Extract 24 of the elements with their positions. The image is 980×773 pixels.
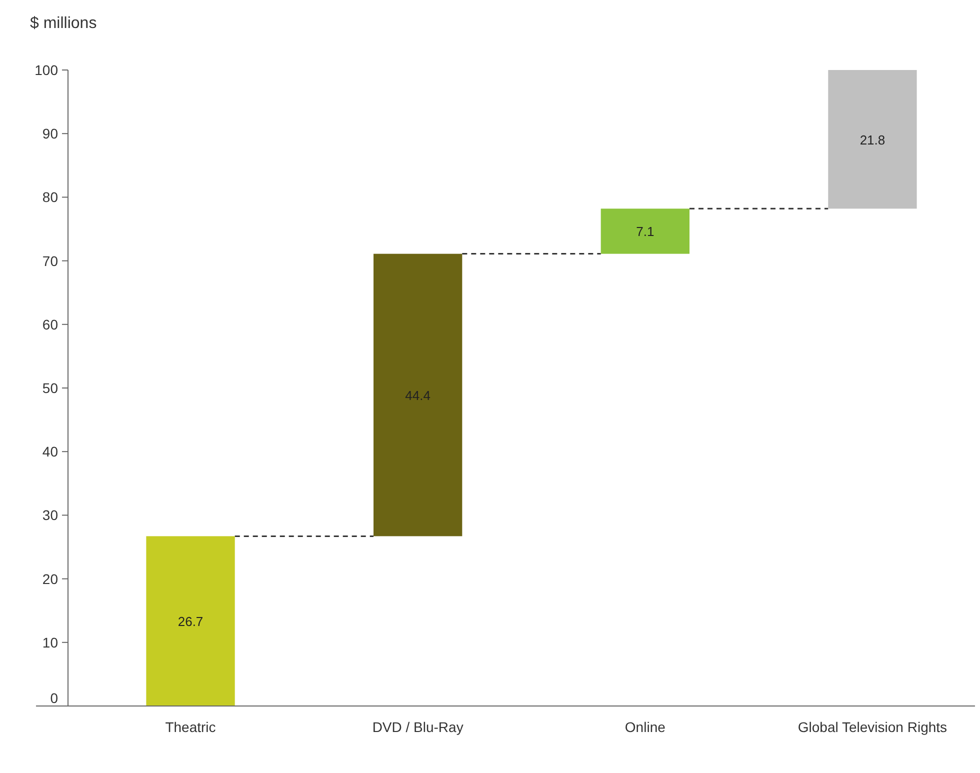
- data-label: 26.7: [178, 614, 204, 630]
- x-tick-label: Global Television Rights: [798, 719, 948, 735]
- y-tick-label: 10: [42, 634, 58, 650]
- data-label: 21.8: [860, 132, 886, 148]
- bar: [374, 254, 462, 536]
- y-tick-label: 0: [50, 690, 58, 706]
- y-tick-label: 70: [42, 252, 58, 269]
- y-tick-label: 60: [42, 316, 58, 332]
- data-label: 7.1: [636, 224, 654, 240]
- bar: [828, 70, 917, 209]
- bar: [146, 536, 235, 706]
- y-axis-title: $ millions: [30, 15, 97, 32]
- y-tick-label: 50: [42, 380, 58, 396]
- x-tick-label: Theatric: [165, 719, 216, 735]
- y-tick-label: 100: [34, 62, 58, 78]
- x-tick-label: DVD / Blu-Ray: [372, 719, 464, 735]
- bar: [600, 208, 690, 254]
- x-tick-label: Online: [624, 719, 666, 735]
- y-tick-label: 40: [42, 444, 58, 460]
- data-label: 44.4: [405, 388, 430, 403]
- y-tick-label: 80: [42, 189, 58, 206]
- y-tick-label: 30: [42, 507, 58, 524]
- y-tick-label: 20: [42, 570, 58, 587]
- y-tick-label: 90: [42, 126, 58, 142]
